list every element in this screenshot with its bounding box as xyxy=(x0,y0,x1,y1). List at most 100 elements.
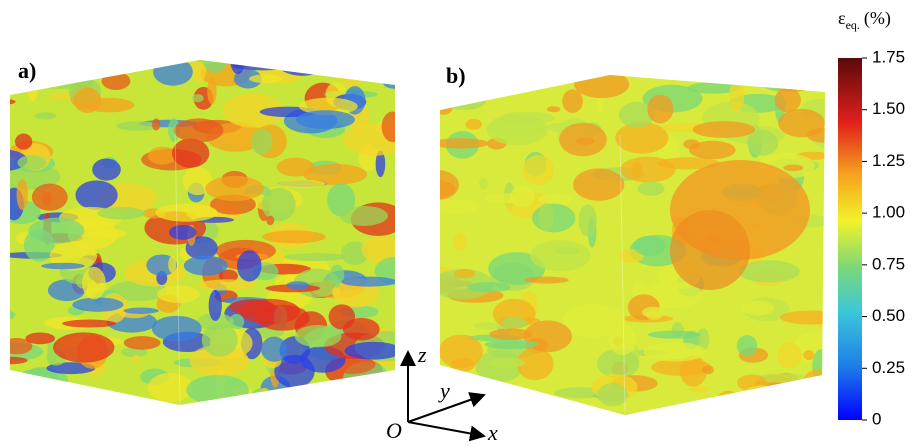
axis-label: O xyxy=(386,418,402,443)
texture xyxy=(519,65,573,78)
texture xyxy=(343,318,380,341)
texture xyxy=(75,45,85,70)
texture xyxy=(431,138,490,148)
texture xyxy=(454,232,467,251)
texture xyxy=(562,89,583,113)
texture xyxy=(172,138,209,167)
texture xyxy=(434,102,452,115)
texture xyxy=(35,112,56,119)
texture xyxy=(741,301,774,316)
texture xyxy=(574,70,629,98)
texture xyxy=(780,310,840,324)
texture xyxy=(0,196,9,209)
texture xyxy=(344,124,406,156)
cube-b xyxy=(406,64,848,427)
texture xyxy=(443,89,487,110)
texture xyxy=(448,391,490,407)
texture xyxy=(148,373,193,402)
texture xyxy=(262,188,296,222)
texture xyxy=(658,404,712,428)
texture xyxy=(168,256,176,273)
tick-label: 1.75 xyxy=(872,47,905,66)
texture xyxy=(124,336,161,350)
texture xyxy=(758,67,808,92)
texture xyxy=(648,331,701,339)
texture xyxy=(739,260,800,282)
texture xyxy=(804,369,836,392)
texture xyxy=(474,397,503,418)
texture xyxy=(524,277,569,284)
texture xyxy=(207,77,216,105)
texture xyxy=(775,88,801,112)
x-arrow xyxy=(408,422,484,436)
texture xyxy=(47,79,61,87)
texture xyxy=(576,138,594,145)
texture xyxy=(503,397,531,403)
texture xyxy=(382,74,413,89)
texture xyxy=(633,236,665,256)
texture xyxy=(474,322,500,329)
unit: (%) xyxy=(864,8,891,29)
texture xyxy=(510,186,535,208)
texture xyxy=(670,210,750,290)
texture xyxy=(278,180,325,188)
texture xyxy=(523,155,554,185)
texture xyxy=(275,44,329,76)
texture xyxy=(382,111,405,142)
texture xyxy=(195,57,234,63)
tick-label: 0.75 xyxy=(872,254,905,273)
texture xyxy=(372,385,423,403)
texture xyxy=(418,170,459,200)
texture xyxy=(249,74,283,83)
texture xyxy=(702,365,714,374)
texture xyxy=(17,179,28,210)
texture xyxy=(261,337,287,362)
texture xyxy=(17,155,46,170)
panel-label: a) xyxy=(18,58,36,83)
texture xyxy=(608,324,636,355)
axis-label: x xyxy=(487,420,498,445)
texture xyxy=(465,119,482,130)
texture xyxy=(747,130,778,156)
cube-a xyxy=(0,40,423,423)
texture xyxy=(530,240,591,271)
texture xyxy=(201,40,228,73)
texture xyxy=(423,89,469,107)
texture xyxy=(296,110,355,129)
texture xyxy=(693,121,756,138)
colorbar xyxy=(838,58,862,420)
subscript: eq. xyxy=(846,18,860,32)
texture xyxy=(295,325,342,347)
texture xyxy=(99,55,121,63)
texture xyxy=(742,389,756,415)
texture xyxy=(638,182,665,196)
texture xyxy=(153,58,193,86)
texture xyxy=(123,308,158,314)
texture xyxy=(376,68,388,81)
texture xyxy=(340,57,398,68)
texture xyxy=(489,328,532,340)
texture xyxy=(132,355,141,362)
texture xyxy=(321,64,342,75)
texture xyxy=(647,95,673,124)
texture xyxy=(485,340,538,350)
texture xyxy=(341,277,396,287)
texture xyxy=(169,225,197,240)
tick-label: 0.25 xyxy=(872,358,905,377)
texture xyxy=(683,139,700,149)
texture xyxy=(25,332,55,344)
texture xyxy=(192,94,204,102)
texture xyxy=(737,335,758,356)
texture xyxy=(454,269,475,278)
texture xyxy=(32,184,68,211)
texture xyxy=(284,253,347,261)
texture xyxy=(768,64,820,92)
texture xyxy=(184,256,228,276)
tick-label: 1.50 xyxy=(872,99,905,118)
texture xyxy=(53,332,114,362)
texture xyxy=(579,204,597,236)
texture xyxy=(362,236,403,264)
colorbar-title: εeq.(%) xyxy=(838,8,891,32)
texture xyxy=(783,165,803,172)
texture xyxy=(340,206,388,226)
